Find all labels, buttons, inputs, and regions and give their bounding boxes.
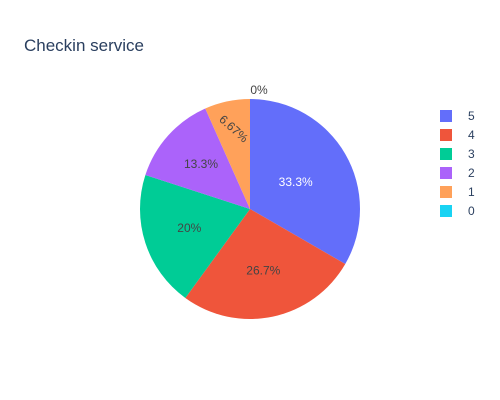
slice-percent-label-5: 33.3% xyxy=(279,175,313,189)
legend-label-4: 4 xyxy=(468,128,475,142)
legend-swatch-1 xyxy=(440,186,452,198)
legend-item-4[interactable]: 4 xyxy=(440,128,475,142)
chart-title: Checkin service xyxy=(24,36,144,55)
legend: 5 4 3 2 1 0 xyxy=(440,109,475,218)
legend-label-1: 1 xyxy=(468,185,475,199)
slice-percent-label-0: 0% xyxy=(250,83,268,97)
legend-label-5: 5 xyxy=(468,109,475,123)
slice-percent-label-4: 26.7% xyxy=(246,264,280,278)
pie-slice-3[interactable] xyxy=(139,175,250,298)
legend-item-0[interactable]: 0 xyxy=(440,204,475,218)
slice-percent-label-2: 13.3% xyxy=(184,157,218,171)
legend-swatch-3 xyxy=(440,148,452,160)
legend-swatch-2 xyxy=(440,167,452,179)
legend-label-2: 2 xyxy=(468,166,475,180)
slice-percent-label-3: 20% xyxy=(177,221,201,235)
legend-label-0: 0 xyxy=(468,204,475,218)
pie-slice-5[interactable] xyxy=(250,99,360,264)
legend-item-1[interactable]: 1 xyxy=(440,185,475,199)
legend-swatch-0 xyxy=(440,205,452,217)
pie-slice-1[interactable] xyxy=(205,99,250,209)
pie-slice-4[interactable] xyxy=(185,209,346,319)
legend-swatch-4 xyxy=(440,129,452,141)
pie-slices xyxy=(139,99,360,319)
pie-slice-2[interactable] xyxy=(145,108,250,209)
legend-swatch-5 xyxy=(440,110,452,122)
legend-item-3[interactable]: 3 xyxy=(440,147,475,161)
legend-item-2[interactable]: 2 xyxy=(440,166,475,180)
legend-item-5[interactable]: 5 xyxy=(440,109,475,123)
legend-label-3: 3 xyxy=(468,147,475,161)
